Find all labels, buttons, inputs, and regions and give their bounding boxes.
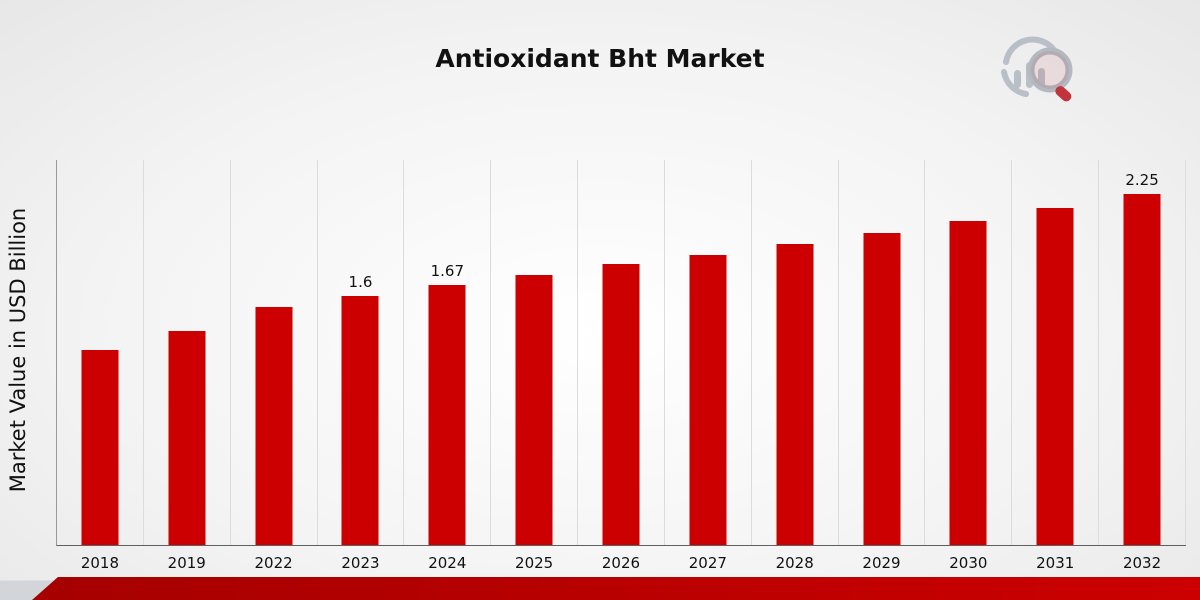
y-axis-label: Market Value in USD Billion xyxy=(6,207,30,493)
bar xyxy=(515,275,553,545)
chart-column: 2026 xyxy=(578,160,665,572)
bar xyxy=(1123,194,1161,545)
x-axis-tick-label: 2024 xyxy=(428,554,467,572)
bar xyxy=(1036,208,1074,545)
bar xyxy=(689,255,727,545)
bar xyxy=(602,264,640,545)
bar xyxy=(949,220,987,545)
x-axis-tick-label: 2031 xyxy=(1036,554,1075,572)
x-axis-tick-label: 2029 xyxy=(862,554,901,572)
bar xyxy=(428,284,466,545)
bar xyxy=(341,295,379,545)
bar-value-label: 1.6 xyxy=(348,272,373,291)
chart-column: 2022 xyxy=(231,160,318,572)
chart-column: 2028 xyxy=(752,160,839,572)
chart-column: 2029 xyxy=(839,160,926,572)
bar xyxy=(863,233,901,545)
chart-column: 2027 xyxy=(665,160,752,572)
brand-logo-icon xyxy=(1001,36,1073,102)
chart-column: 2018 xyxy=(57,160,144,572)
logo-magnifier-icon xyxy=(1027,47,1073,102)
chart-column: 1.67 2024 xyxy=(404,160,492,572)
bar-chart: 2018 2019 2022 1.6 2023 1.67 2024 2025 2026 2027 2… xyxy=(56,160,1186,572)
footer-red-band xyxy=(32,577,1200,600)
bar-value-label: 1.67 xyxy=(430,261,464,280)
x-axis-tick-label: 2026 xyxy=(601,554,641,572)
bar xyxy=(81,350,119,545)
chart-column: 2030 xyxy=(925,160,1013,572)
chart-column: 2019 xyxy=(144,160,231,572)
x-axis-tick-label: 2030 xyxy=(949,554,988,572)
x-axis-tick-label: 2018 xyxy=(80,554,120,572)
page-title: Antioxidant Bht Market xyxy=(435,44,765,73)
x-axis-tick-label: 2023 xyxy=(341,554,380,572)
logo-chart-bars-icon xyxy=(1001,36,1057,97)
chart-column: 2031 xyxy=(1012,160,1100,572)
chart-column: 1.6 2023 xyxy=(318,160,405,572)
x-axis-tick-label: 2019 xyxy=(167,554,206,572)
x-axis-tick-label: 2027 xyxy=(688,554,727,572)
bar-value-label: 2.25 xyxy=(1125,171,1159,190)
x-axis-tick-label: 2022 xyxy=(254,554,293,572)
chart-column: 2025 xyxy=(491,160,579,572)
x-axis-tick-label: 2032 xyxy=(1122,554,1162,572)
bar xyxy=(255,306,293,545)
chart-column: 2.25 2032 xyxy=(1099,160,1186,572)
x-axis-tick-label: 2028 xyxy=(775,554,814,572)
bar xyxy=(168,331,206,545)
x-axis-tick-label: 2025 xyxy=(515,554,554,572)
bar xyxy=(776,244,814,545)
